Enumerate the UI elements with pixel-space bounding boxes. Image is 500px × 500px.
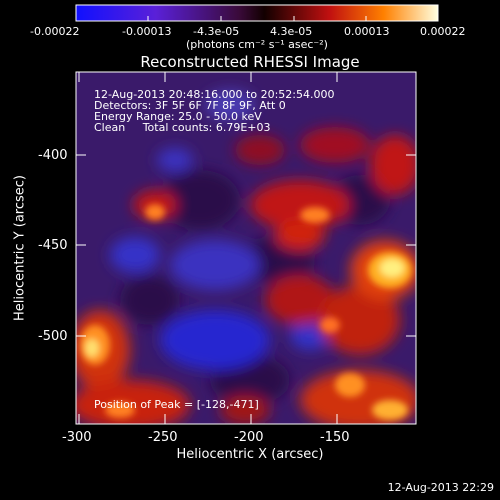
info-detectors: Detectors: 3F 5F 6F 7F 8F 9F, Att 0 [94,99,286,112]
info-energy-range: Energy Range: 25.0 - 50.0 keV [94,110,262,123]
colorbar-tick-label: 4.3e-05 [270,25,313,38]
y-axis-label: Heliocentric Y (arcsec) [12,175,28,321]
colorbar-unit-label: (photons cm⁻² s⁻¹ asec⁻²) [186,38,328,51]
x-tick-label: -150 [320,430,350,445]
peak-position-label: Position of Peak = [-128,-471] [94,398,259,411]
x-axis-label: Heliocentric X (arcsec) [176,447,324,462]
colorbar-tick-label: -4.3e-05 [193,25,240,38]
x-axis-ticks [78,72,338,424]
y-tick-label: -500 [38,329,68,344]
y-axis-ticks [76,154,416,337]
y-tick-label: -400 [38,148,68,163]
colorbar-tick-label: 0.00013 [344,25,390,38]
x-tick-label: -250 [148,430,178,445]
colorbar-tick-label: -0.00013 [122,25,172,38]
x-tick-label: -200 [234,430,264,445]
y-tick-label: -450 [38,238,68,253]
info-time-range: 12-Aug-2013 20:48:16.000 to 20:52:54.000 [94,88,335,101]
footer-timestamp: 12-Aug-2013 22:29 [387,481,494,494]
plot-title: Reconstructed RHESSI Image [140,53,360,71]
info-clean-counts: Clean Total counts: 6.79E+03 [94,121,271,134]
colorbar-tick-label: 0.00022 [420,25,466,38]
x-tick-label: -300 [62,430,92,445]
colorbar-tick-label: -0.00022 [30,25,80,38]
